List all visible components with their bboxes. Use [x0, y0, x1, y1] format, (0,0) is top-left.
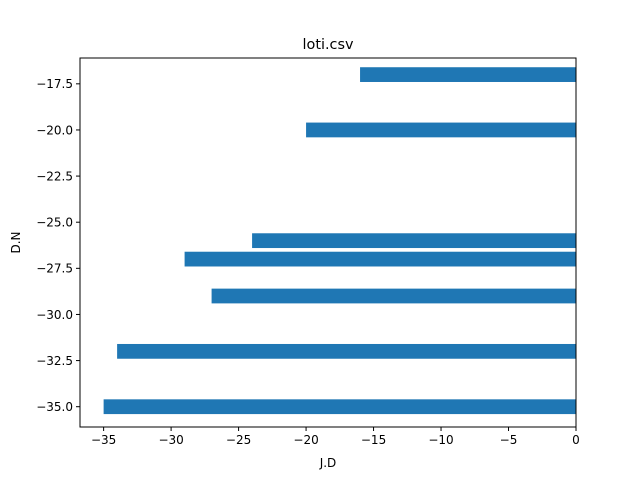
bar-2 [306, 122, 576, 138]
bar-6 [117, 343, 576, 359]
bar-4 [184, 251, 576, 267]
x-tick-label: −25 [226, 433, 251, 447]
y-tick-label: −20.0 [36, 123, 73, 137]
bar-3 [252, 233, 576, 249]
y-tick-label: −30.0 [36, 308, 73, 322]
x-tick-label: −5 [500, 433, 518, 447]
y-tick-label: −35.0 [36, 400, 73, 414]
y-tick-label: −32.5 [36, 354, 73, 368]
chart-title: loti.csv [303, 37, 354, 53]
bar-1 [360, 67, 576, 82]
bar-5 [211, 288, 576, 304]
y-axis: −17.5 −20.0 −22.5 −25.0 −27.5 −30.0 −32.5 −35.0 [36, 77, 80, 414]
x-tick-label: 0 [572, 433, 580, 447]
x-tick-label: −30 [158, 433, 183, 447]
plot-frame [79, 57, 577, 428]
y-tick-label: −22.5 [36, 169, 73, 183]
x-tick-label: −15 [361, 433, 386, 447]
x-axis-label: J.D [319, 456, 337, 470]
y-tick-label: −25.0 [36, 216, 73, 230]
x-tick-label: −20 [293, 433, 318, 447]
y-axis-label: D.N [9, 231, 23, 253]
y-tick-label: −17.5 [36, 77, 73, 91]
x-tick-label: −10 [428, 433, 453, 447]
x-tick-label: −35 [91, 433, 116, 447]
x-axis: −35 −30 −25 −20 −15 −10 −5 0 [91, 427, 580, 447]
y-tick-label: −27.5 [36, 262, 73, 276]
bar-7 [103, 399, 576, 415]
bars-group [103, 67, 576, 415]
